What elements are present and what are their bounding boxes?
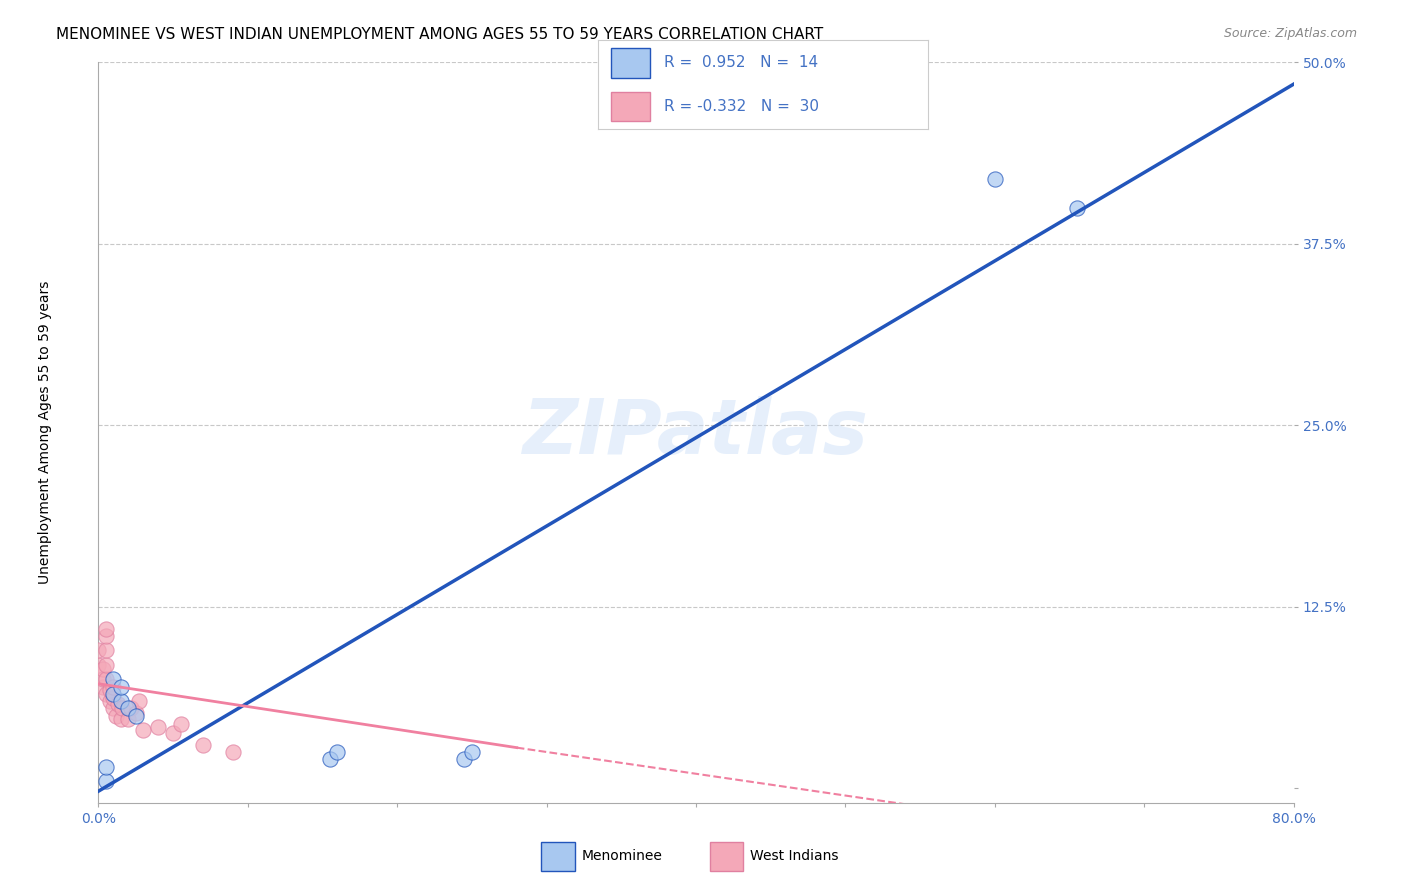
Text: R =  0.952   N =  14: R = 0.952 N = 14 [664,55,818,70]
Point [110,712,132,726]
Text: Source: ZipAtlas.com: Source: ZipAtlas.com [1223,27,1357,40]
Point [326,745,349,759]
Point [98,682,122,697]
Point [162,726,184,740]
Point [117,712,139,726]
FancyBboxPatch shape [610,48,651,78]
Point [103,691,125,706]
Point [94,622,117,636]
Point [125,706,148,720]
Point [132,723,155,738]
Point [461,745,484,759]
Point [319,752,342,766]
Point [169,717,191,731]
Text: Menominee: Menominee [582,849,662,863]
Point [120,701,142,715]
Point [103,701,125,715]
Text: R = -0.332   N =  30: R = -0.332 N = 30 [664,99,818,114]
Point [91,680,114,694]
FancyBboxPatch shape [710,842,744,871]
Point [103,687,125,701]
Point [91,673,114,687]
Point [107,697,129,711]
Text: MENOMINEE VS WEST INDIAN UNEMPLOYMENT AMONG AGES 55 TO 59 YEARS CORRELATION CHAR: MENOMINEE VS WEST INDIAN UNEMPLOYMENT AM… [56,27,824,42]
Point [984,171,1007,186]
Point [94,687,117,701]
FancyBboxPatch shape [541,842,575,871]
Point [94,657,117,672]
Point [222,745,245,759]
Text: ZIPatlas: ZIPatlas [523,396,869,469]
Point [105,708,128,723]
Point [98,694,122,708]
Text: Unemployment Among Ages 55 to 59 years: Unemployment Among Ages 55 to 59 years [38,281,52,584]
Point [94,759,117,773]
Point [453,752,475,766]
FancyBboxPatch shape [610,92,651,121]
Point [125,708,148,723]
Point [103,680,125,694]
Point [110,680,132,694]
Point [110,694,132,708]
Text: West Indians: West Indians [751,849,839,863]
Point [103,673,125,687]
Point [1066,201,1088,215]
Point [117,701,139,715]
Point [94,643,117,657]
Point [94,629,117,643]
Point [94,673,117,687]
Point [87,643,110,657]
Point [94,774,117,789]
Point [91,662,114,676]
Point [111,701,134,715]
Point [87,657,110,672]
Point [148,720,170,734]
Point [191,738,214,752]
Point [128,694,150,708]
